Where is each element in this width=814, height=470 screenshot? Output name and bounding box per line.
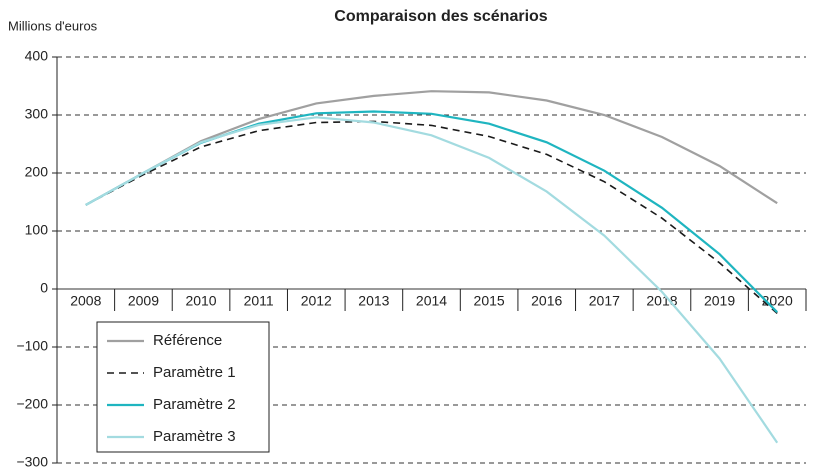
- y-tick-label: 0: [40, 280, 48, 296]
- x-tick-label: 2016: [531, 293, 562, 309]
- y-tick-label: 400: [25, 48, 49, 64]
- series-line: [85, 90, 778, 206]
- x-tick-label: 2017: [589, 293, 620, 309]
- x-tick-label: 2012: [301, 293, 332, 309]
- x-tick-label: 2018: [646, 293, 677, 309]
- x-tick-label: 2015: [474, 293, 505, 309]
- y-tick-label: 300: [25, 106, 49, 122]
- x-tick-label: 2019: [704, 293, 735, 309]
- y-tick-label: −200: [16, 396, 48, 412]
- y-tick-label: 200: [25, 164, 49, 180]
- y-tick-label: 100: [25, 222, 49, 238]
- legend-label: Paramètre 2: [153, 396, 236, 413]
- x-tick-label: 2008: [70, 293, 101, 309]
- legend-label: Paramètre 3: [153, 428, 236, 445]
- x-tick-label: 2009: [128, 293, 159, 309]
- x-tick-label: 2011: [244, 293, 274, 309]
- chart-title: Comparaison des scénarios: [334, 8, 548, 25]
- legend-label: Paramètre 1: [153, 364, 236, 381]
- y-axis-label: Millions d'euros: [8, 18, 98, 33]
- x-tick-label: 2013: [358, 293, 389, 309]
- y-tick-label: −300: [16, 454, 48, 470]
- legend-box: [96, 321, 270, 453]
- series-line: [85, 116, 779, 444]
- legend-label: Référence: [153, 332, 222, 349]
- y-tick-label: −100: [16, 338, 48, 354]
- x-tick-label: 2010: [185, 293, 216, 309]
- x-tick-label: 2014: [416, 293, 447, 309]
- series-line: [85, 120, 778, 315]
